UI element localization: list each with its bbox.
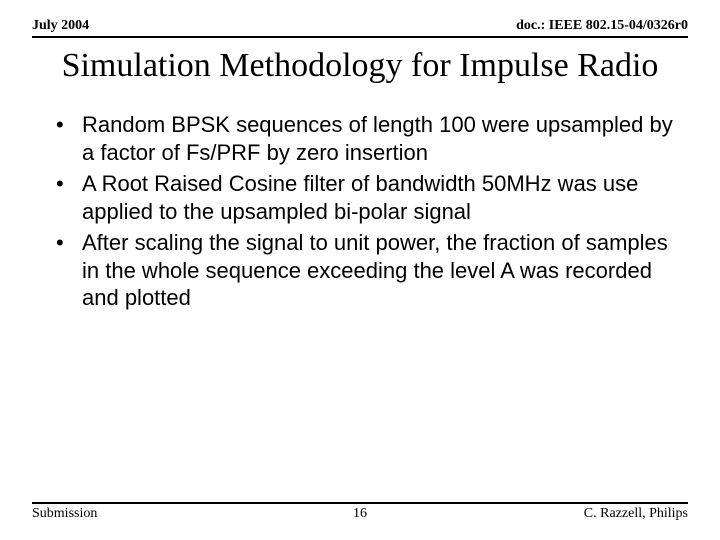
footer: Submission 16 C. Razzell, Philips (32, 502, 688, 522)
bullet-item: A Root Raised Cosine filter of bandwidth… (56, 170, 680, 225)
bullet-item: Random BPSK sequences of length 100 were… (56, 111, 680, 166)
slide-title: Simulation Methodology for Impulse Radio (32, 46, 688, 85)
bullet-list: Random BPSK sequences of length 100 were… (32, 111, 688, 312)
header-doc-id: doc.: IEEE 802.15-04/0326r0 (516, 18, 688, 34)
header-date: July 2004 (32, 18, 89, 34)
footer-author: C. Razzell, Philips (584, 506, 688, 522)
bullet-item: After scaling the signal to unit power, … (56, 229, 680, 312)
footer-left: Submission (32, 506, 97, 522)
slide: July 2004 doc.: IEEE 802.15-04/0326r0 Si… (0, 0, 720, 540)
header: July 2004 doc.: IEEE 802.15-04/0326r0 (32, 18, 688, 38)
